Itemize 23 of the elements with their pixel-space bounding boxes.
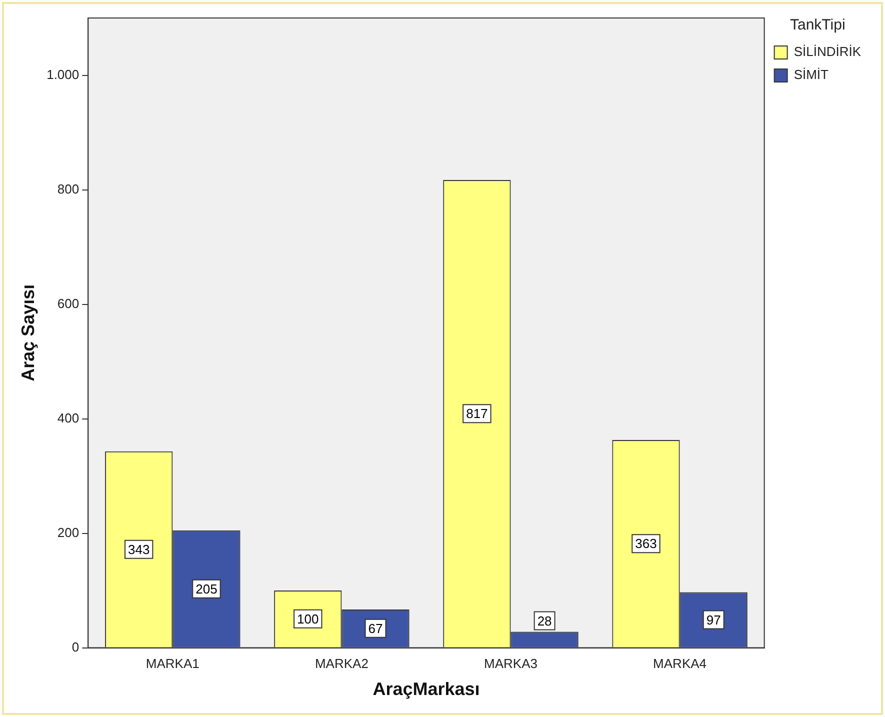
x-tick-label: MARKA1 [146, 656, 200, 672]
y-tick-label: 0 [72, 639, 80, 654]
x-tick-label: MARKA4 [653, 656, 707, 672]
y-axis-title: Araç Sayısı [18, 284, 38, 382]
x-tick-label: MARKA2 [314, 656, 368, 672]
y-tick-label: 600 [57, 296, 80, 311]
data-label: 363 [635, 536, 657, 552]
data-label: 28 [537, 613, 552, 628]
legend-label: SİLİNDİRİK [794, 44, 862, 60]
data-label: 205 [196, 581, 218, 596]
y-tick-label: 200 [57, 524, 80, 540]
y-tick-label: 1.000 [46, 66, 80, 82]
x-axis-title: AraçMarkası [372, 679, 480, 700]
legend-title: TankTipi [790, 16, 846, 34]
data-label: 100 [297, 612, 319, 626]
y-tick-label: 800 [57, 181, 80, 196]
data-label: 97 [706, 612, 721, 628]
x-tick-label: MARKA3 [484, 656, 538, 672]
legend-label: SİMİT [794, 67, 829, 82]
data-label: 67 [368, 620, 383, 636]
data-label: 343 [128, 542, 150, 557]
data-label: 817 [466, 406, 488, 422]
y-tick-label: 400 [57, 410, 80, 426]
